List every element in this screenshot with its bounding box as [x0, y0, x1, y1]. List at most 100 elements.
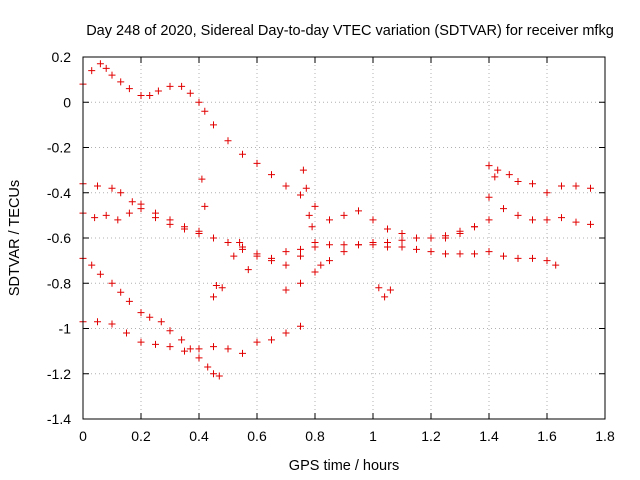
plot-border — [82, 56, 606, 420]
data-point — [102, 64, 110, 72]
data-point — [340, 241, 348, 249]
data-point — [146, 91, 154, 99]
data-point — [128, 198, 136, 206]
y-axis-label: SDTVAR / TECUs — [7, 180, 23, 296]
data-point — [485, 193, 493, 201]
data-point — [386, 286, 394, 294]
y-tick-label: -1.2 — [47, 366, 71, 382]
data-point — [268, 171, 275, 179]
data-point — [125, 209, 133, 217]
data-point — [543, 216, 551, 224]
data-point — [166, 343, 174, 351]
data-point — [297, 279, 304, 287]
data-point — [500, 205, 507, 213]
data-point — [96, 60, 104, 68]
x-tick-label: 0.8 — [305, 428, 325, 444]
data-point — [125, 297, 133, 305]
data-point — [146, 313, 154, 321]
data-point — [456, 227, 464, 235]
data-point — [137, 309, 145, 317]
data-point — [210, 370, 217, 378]
data-point — [326, 241, 333, 249]
data-point — [529, 180, 536, 188]
y-tick-label: -0.4 — [47, 185, 71, 201]
data-point — [297, 322, 304, 330]
data-point — [210, 234, 217, 242]
data-point — [181, 347, 188, 355]
data-point — [224, 239, 232, 247]
data-point — [326, 216, 333, 224]
series-satellite-f — [282, 166, 594, 294]
data-point — [195, 354, 203, 362]
data-point — [195, 345, 203, 353]
data-point — [369, 216, 377, 224]
data-point — [201, 202, 209, 210]
data-point — [282, 248, 290, 256]
data-point — [471, 250, 478, 258]
data-point — [108, 320, 116, 328]
series-satellite-c — [79, 205, 594, 269]
data-point — [117, 189, 125, 197]
data-point — [108, 184, 116, 192]
data-point — [471, 223, 478, 231]
data-point — [152, 340, 159, 348]
x-axis-label: GPS time / hours — [289, 458, 399, 474]
x-tick-label: 0.4 — [189, 428, 209, 444]
data-point — [218, 284, 226, 292]
data-point — [442, 232, 449, 240]
data-point — [166, 82, 174, 90]
data-point — [125, 85, 133, 93]
data-point — [302, 184, 310, 192]
data-point — [491, 173, 499, 181]
data-point — [215, 372, 223, 380]
data-point — [282, 182, 290, 190]
data-point — [317, 261, 325, 269]
data-point — [514, 211, 522, 219]
data-point — [558, 182, 565, 190]
series-satellite-d — [79, 254, 223, 380]
grid-lines — [83, 57, 605, 419]
data-point — [239, 349, 246, 357]
data-point — [166, 327, 174, 335]
x-tick-label: 1.4 — [479, 428, 499, 444]
data-point — [340, 248, 348, 256]
data-point — [230, 252, 238, 260]
y-axis-ticks: 0.2 0 -0.2 -0.4 -0.6 -0.8 -1 -1.2 -1.4 — [47, 49, 605, 427]
series-satellite-e — [79, 318, 304, 357]
data-point — [494, 166, 502, 174]
data-point — [305, 211, 313, 219]
data-point — [384, 225, 391, 233]
data-point — [297, 252, 304, 260]
y-tick-label: 0.2 — [52, 49, 72, 65]
data-point — [236, 239, 244, 247]
data-point — [355, 207, 362, 215]
data-point — [117, 288, 125, 296]
data-point — [297, 245, 304, 253]
data-point — [224, 137, 232, 145]
data-point — [311, 268, 319, 276]
data-point — [398, 236, 406, 244]
data-point — [186, 345, 194, 353]
data-point — [210, 121, 217, 129]
y-tick-label: -0.2 — [47, 140, 71, 156]
data-point — [311, 239, 319, 247]
chart-title: Day 248 of 2020, Sidereal Day-to-day VTE… — [86, 23, 614, 39]
data-point — [485, 216, 493, 224]
series-satellite-a — [79, 60, 319, 210]
y-tick-label: 0 — [63, 94, 71, 110]
data-point — [137, 91, 145, 99]
data-point — [195, 98, 203, 106]
data-point — [427, 248, 435, 256]
data-point — [94, 318, 101, 326]
x-tick-label: 1.6 — [537, 428, 557, 444]
data-point — [369, 239, 377, 247]
data-point — [299, 166, 307, 174]
data-point — [123, 329, 130, 337]
data-point — [239, 150, 246, 158]
data-point — [311, 202, 319, 210]
data-point — [485, 248, 493, 256]
data-point — [268, 336, 275, 344]
data-point — [297, 191, 304, 199]
data-point — [253, 252, 261, 260]
